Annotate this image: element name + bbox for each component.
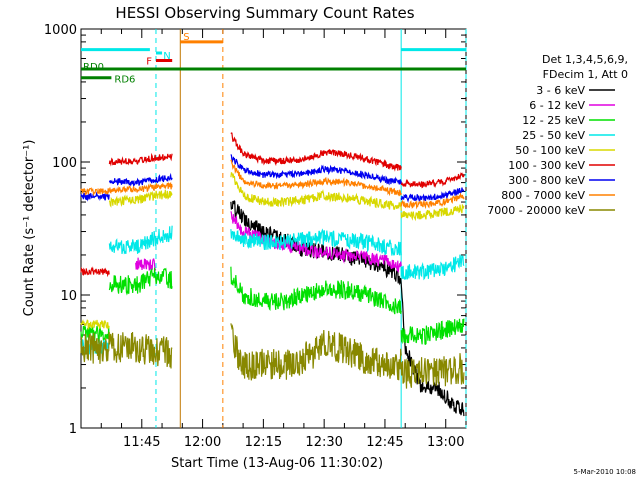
series-line (400, 318, 465, 346)
legend-entry-label: 800 - 7000 keV (501, 189, 585, 202)
x-axis-label: Start Time (13-Aug-06 11:30:02) (171, 456, 383, 471)
series-line (80, 319, 110, 331)
series-line (135, 257, 157, 271)
flag-label: N (163, 51, 170, 62)
series-line (230, 159, 402, 197)
series-line (400, 353, 465, 389)
x-tick-label: 13:00 (427, 435, 464, 450)
series-line (230, 211, 402, 273)
series-line (400, 172, 465, 189)
footer-date: 5-Mar-2010 10:08 (574, 468, 636, 476)
series-line (230, 228, 402, 256)
x-tick-label: 12:15 (245, 435, 282, 450)
chart-title: HESSI Observing Summary Count Rates (115, 4, 414, 22)
series-line (400, 192, 465, 210)
event-lines (155, 29, 467, 428)
flag-label: F (146, 56, 152, 67)
series-line (230, 323, 402, 381)
series-line (400, 203, 465, 222)
y-tick-label: 10 (60, 289, 77, 304)
y-tick-label: 1 (69, 422, 77, 437)
y-tick-label: 100 (52, 156, 77, 171)
y-axis-label: Count Rate (s⁻¹ detector⁻¹) (22, 140, 37, 317)
series-line (80, 187, 110, 197)
legend-header-line-2: FDecim 1, Att 0 (543, 68, 628, 81)
series-line (230, 171, 402, 211)
flag-bars: S NF RD0 RD6 (81, 32, 466, 86)
legend-entry-label: 300 - 800 keV (508, 174, 585, 187)
legend-header-line-1: Det 1,3,4,5,6,9, (542, 53, 628, 66)
flag-label: RD0 (83, 62, 104, 73)
series-line (230, 132, 402, 172)
x-tick-label: 12:30 (305, 435, 342, 450)
x-axis: 11:45 12:00 12:15 12:30 12:45 13:00 (80, 29, 467, 450)
series-line (400, 254, 465, 281)
series-line (108, 225, 173, 255)
series-group (80, 132, 465, 417)
x-tick-label: 12:00 (184, 435, 221, 450)
series-line (108, 267, 173, 296)
series-line (230, 200, 465, 417)
series-line (80, 331, 173, 369)
series-line (108, 189, 173, 208)
x-tick-label: 11:45 (123, 435, 160, 450)
series-line (108, 172, 173, 187)
series-line (80, 266, 110, 278)
legend-entry-label: 100 - 300 keV (508, 159, 585, 172)
legend-entry-label: 3 - 6 keV (536, 84, 585, 97)
y-axis: 1 10 100 1000 (44, 23, 466, 437)
series-line (108, 152, 173, 167)
legend-entry-label: 25 - 50 keV (522, 129, 585, 142)
series-line (108, 181, 173, 194)
flag-label: RD6 (114, 75, 135, 86)
legend-entry-label: 50 - 100 keV (515, 144, 585, 157)
y-tick-label: 1000 (44, 23, 77, 38)
legend-entry-label: 6 - 12 keV (529, 99, 585, 112)
series-line (230, 154, 402, 186)
legend-entry-label: 12 - 25 keV (522, 114, 585, 127)
series-line (80, 191, 110, 202)
flag-label: S (183, 32, 189, 43)
legend: Det 1,3,4,5,6,9, FDecim 1, Att 0 3 - 6 k… (487, 53, 628, 217)
legend-entry-label: 7000 - 20000 keV (487, 204, 585, 217)
series-line (230, 266, 402, 315)
series-line (400, 187, 465, 204)
x-tick-label: 12:45 (366, 435, 403, 450)
